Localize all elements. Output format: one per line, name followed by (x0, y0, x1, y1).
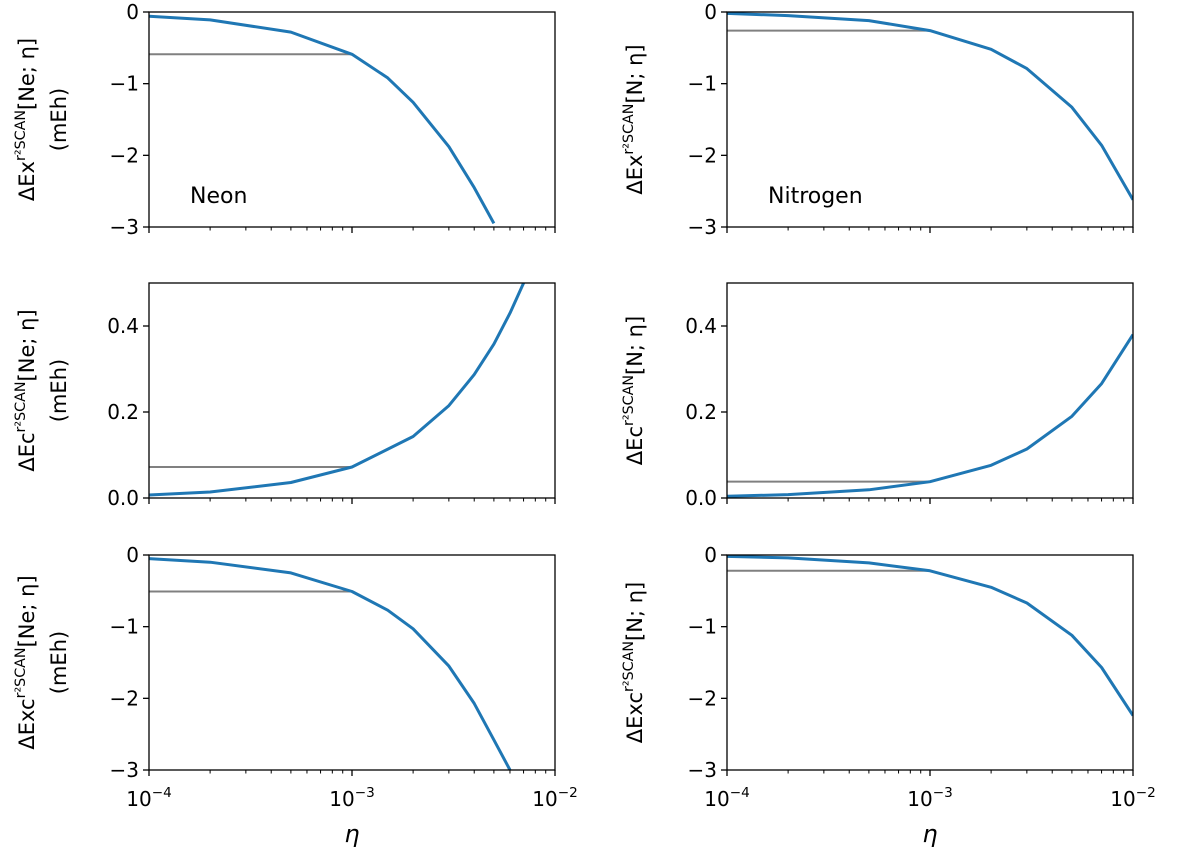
y-tick-label: −1 (688, 615, 717, 639)
y-axis-label: (mEh) (47, 88, 71, 151)
series-line (149, 14, 496, 225)
x-tick-label: 10−3​ (329, 785, 375, 811)
x-axis-label: η (344, 820, 359, 848)
y-tick-label: −1 (110, 615, 139, 639)
y-tick-label: −1 (688, 72, 717, 96)
panel-ec-ne: 0.0 0.2 0.4 ΔEcr²SCAN[Ne; η] (mEh) (13, 282, 556, 510)
panel-ec-n: 0.0 0.2 0.4 ΔEcr²SCAN[N; η] (621, 282, 1134, 510)
y-tick-label: −2 (110, 143, 139, 167)
y-axis-label: (mEh) (47, 359, 71, 422)
y-tick-label: 0.4 (685, 314, 717, 338)
y-tick-label: 0.2 (685, 400, 717, 424)
y-tick-label: 0.4 (107, 314, 139, 338)
y-axis-label: ΔExr²SCAN[Ne; η] (13, 38, 39, 201)
y-tick-label: 0 (704, 0, 717, 24)
x-tick-label: 10−3​ (907, 785, 953, 811)
y-tick-label: 0.2 (107, 400, 139, 424)
panel-exc-n: −3 −2 −1 0 10−4​ 10−3​ 10−2​ η ΔExcr²SCAN[N; η] (621, 543, 1156, 848)
y-axis-label: (mEh) (47, 631, 71, 694)
element-annotation: Nitrogen (768, 184, 863, 209)
series-line (727, 333, 1133, 498)
series-line (727, 555, 1133, 717)
y-tick-label: 0 (126, 0, 139, 24)
x-tick-label: 10−2​ (532, 785, 578, 811)
y-tick-label: −3 (110, 215, 139, 239)
y-tick-label: −3 (110, 758, 139, 782)
y-axis-label: ΔExr²SCAN[N; η] (621, 44, 647, 194)
panel-exc-ne: −3 −2 −1 0 10−4​ 10−3​ 10−2​ η ΔExcr²SCAN[Ne; η]… (13, 543, 578, 848)
y-tick-label: −3 (688, 758, 717, 782)
series-line (727, 12, 1133, 201)
x-tick-label: 10−4​ (704, 785, 750, 811)
x-tick-label: 10−2​ (1110, 785, 1156, 811)
y-tick-label: 0.0 (107, 486, 139, 510)
y-tick-label: 0 (126, 543, 139, 567)
y-axis-label: ΔEcr²SCAN[Ne; η] (13, 309, 39, 471)
y-tick-label: −2 (688, 143, 717, 167)
y-axis-label: ΔEcr²SCAN[N; η] (621, 316, 647, 465)
element-annotation: Neon (190, 184, 247, 209)
x-axis-label: η (922, 820, 937, 848)
series-line (149, 557, 512, 770)
y-tick-label: −1 (110, 72, 139, 96)
y-tick-label: 0 (704, 543, 717, 567)
panel-ex-ne: −3 −2 −1 0 ΔExr²SCAN[Ne; η] (mEh) Neon (13, 0, 556, 239)
y-tick-label: −3 (688, 215, 717, 239)
y-axis-label: ΔExcr²SCAN[N; η] (621, 582, 647, 743)
y-tick-label: −2 (110, 686, 139, 710)
y-axis-label: ΔExcr²SCAN[Ne; η] (13, 575, 39, 749)
axes-frame (726, 554, 1134, 771)
series-line (149, 283, 525, 497)
axes-frame (726, 282, 1134, 499)
y-tick-label: 0.0 (685, 486, 717, 510)
panel-ex-n: −3 −2 −1 0 ΔExr²SCAN[N; η] Nitrogen (621, 0, 1134, 239)
y-tick-label: −2 (688, 686, 717, 710)
x-tick-label: 10−4​ (126, 785, 172, 811)
